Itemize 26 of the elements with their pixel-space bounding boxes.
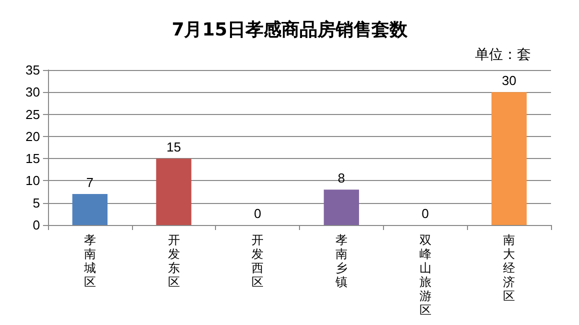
data-label: 15 bbox=[166, 140, 181, 155]
x-tick-label: 双峰山旅游区 bbox=[419, 233, 432, 317]
y-tick-label: 15 bbox=[26, 151, 40, 166]
data-label: 7 bbox=[86, 175, 94, 190]
x-tick-label: 开发东区 bbox=[168, 233, 180, 289]
text: 单位：套 bbox=[475, 47, 531, 63]
bar bbox=[72, 194, 108, 225]
y-tick-label: 10 bbox=[26, 173, 40, 188]
bar bbox=[491, 92, 527, 225]
bar bbox=[156, 158, 192, 225]
bar bbox=[324, 190, 360, 225]
chart-title: 7月15日孝感商品房销售套数 bbox=[172, 20, 408, 40]
data-label: 8 bbox=[338, 170, 346, 186]
x-tick-label: 开发西区 bbox=[252, 233, 264, 289]
y-tick-label: 30 bbox=[26, 84, 40, 100]
x-tick-label: 孝南乡镇 bbox=[334, 233, 348, 289]
y-tick-label: 20 bbox=[26, 128, 40, 144]
data-label: 30 bbox=[502, 73, 516, 88]
y-tick-label: 5 bbox=[32, 195, 40, 210]
y-tick-label: 0 bbox=[32, 218, 40, 232]
data-label: 0 bbox=[422, 206, 429, 221]
data-label: 0 bbox=[254, 206, 262, 221]
x-tick-label: 南大经济区 bbox=[503, 233, 516, 303]
y-tick-label: 35 bbox=[26, 62, 40, 78]
y-tick-label: 25 bbox=[26, 106, 40, 122]
x-tick-label: 孝南城区 bbox=[82, 233, 96, 289]
